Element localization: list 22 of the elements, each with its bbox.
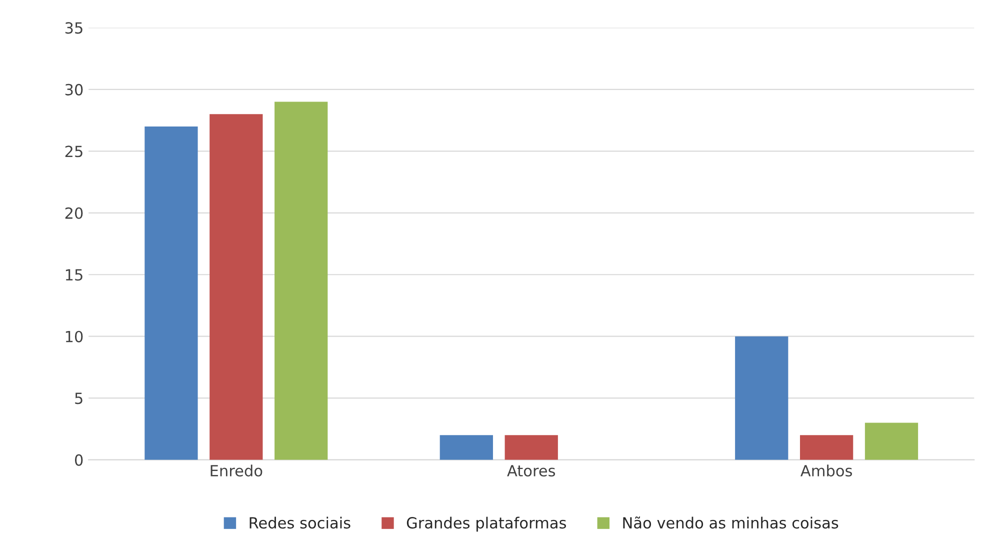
- legend-label: Grandes plataformas: [406, 516, 566, 532]
- y-tick-label: 25: [65, 146, 82, 158]
- bar: [504, 435, 558, 460]
- y-tick-label: 20: [65, 207, 83, 219]
- legend-label: Não vendo as minhas coisas: [623, 516, 838, 529]
- legend-label: Redes sociais: [250, 516, 350, 529]
- x-tick-label: Atores: [507, 465, 556, 477]
- y-tick-label: 5: [75, 392, 82, 404]
- bar: [735, 336, 788, 460]
- bar: [440, 435, 493, 460]
- y-tick-label: 15: [66, 269, 82, 281]
- bar: [274, 102, 328, 460]
- x-tick-label: Enredo: [210, 464, 262, 477]
- bar: [144, 126, 198, 460]
- y-tick-label: 30: [65, 84, 83, 96]
- bar: [210, 114, 263, 460]
- bar: [800, 435, 854, 460]
- y-tick-label: 10: [66, 330, 83, 342]
- y-tick-label: 0: [74, 454, 83, 466]
- bar: [864, 422, 918, 460]
- x-tick-label: Ambos: [800, 464, 852, 477]
- y-tick-label: 35: [65, 22, 82, 34]
